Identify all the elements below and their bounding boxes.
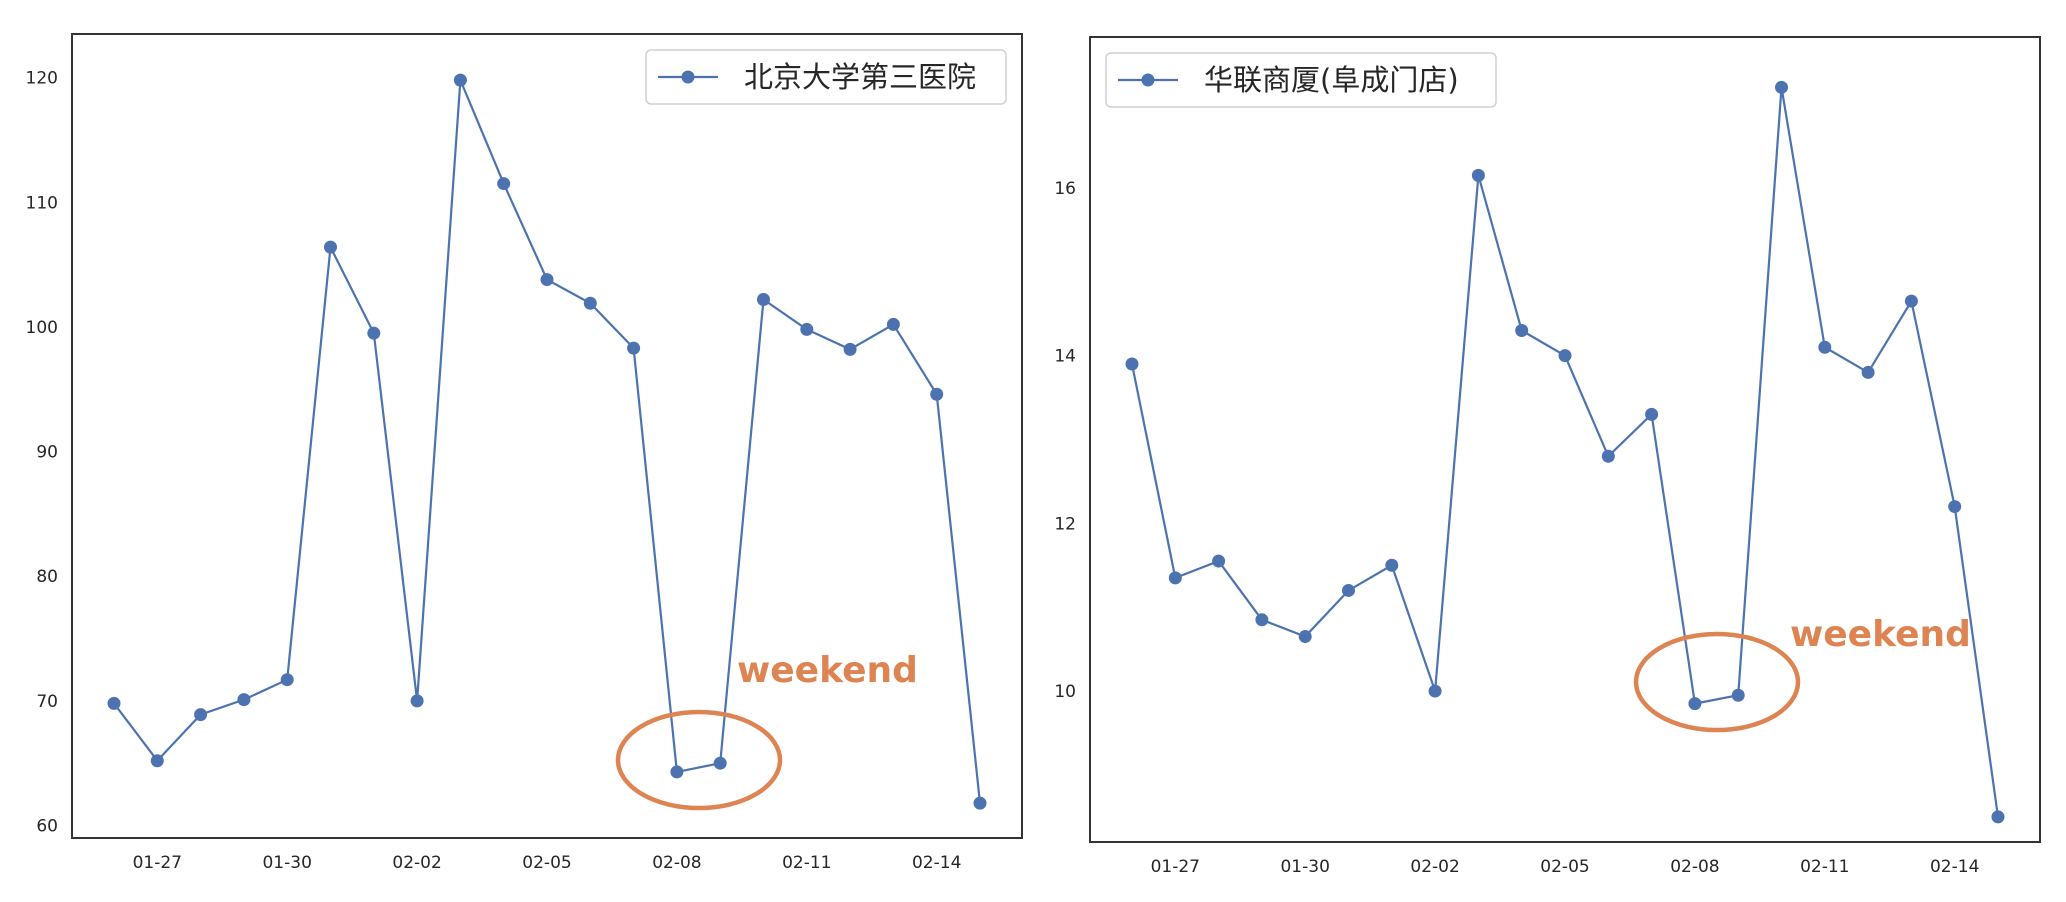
data-point xyxy=(930,387,944,401)
weekend-annotation: weekend xyxy=(1790,614,1971,655)
legend-box xyxy=(1105,52,1497,108)
data-point xyxy=(583,296,597,310)
data-point xyxy=(150,754,164,768)
y-tick-label: 110 xyxy=(26,193,58,213)
data-point xyxy=(1688,697,1702,711)
x-tick-label: 02-08 xyxy=(1670,857,1719,877)
x-tick-label: 02-05 xyxy=(522,853,571,873)
x-tick-label: 02-11 xyxy=(1800,857,1849,877)
data-point xyxy=(627,341,641,355)
data-point xyxy=(1298,630,1312,644)
legend-label: 华联商厦(阜成门店) xyxy=(1204,63,1459,97)
data-point xyxy=(1342,583,1355,597)
y-tick-label: 80 xyxy=(36,567,58,587)
legend-box xyxy=(645,49,1007,105)
data-point xyxy=(1904,294,1918,308)
y-tick-label: 10 xyxy=(1054,682,1076,702)
weekend-annotation: weekend xyxy=(737,650,918,691)
data-point xyxy=(410,694,424,708)
data-point xyxy=(194,708,208,722)
x-tick-label: 02-02 xyxy=(392,853,441,873)
data-point xyxy=(1731,688,1745,702)
data-point xyxy=(497,177,511,191)
x-tick-label: 01-30 xyxy=(262,853,311,873)
y-tick-label: 60 xyxy=(36,817,58,837)
data-point xyxy=(1775,80,1788,94)
y-tick-label: 70 xyxy=(36,692,58,712)
data-point xyxy=(1385,558,1399,572)
data-point xyxy=(1601,449,1615,463)
data-point xyxy=(800,322,814,336)
data-point xyxy=(107,696,121,710)
data-point xyxy=(1471,168,1485,182)
legend: 华联商厦(阜成门店) xyxy=(1105,52,1497,108)
data-point xyxy=(757,293,770,307)
x-tick-label: 02-11 xyxy=(782,853,831,873)
x-tick-label: 01-27 xyxy=(1151,857,1200,877)
data-point xyxy=(973,796,987,810)
y-tick-label: 100 xyxy=(26,318,58,338)
plot-frame xyxy=(1089,36,2041,843)
data-point xyxy=(1818,340,1832,354)
data-point xyxy=(1645,407,1659,421)
chart-beijing-hospital: 60 70 80 90 100 110 120 01-27 01-30 02-02 02-05 02-… xyxy=(26,33,1023,873)
data-point xyxy=(1212,554,1226,568)
plot-frame xyxy=(71,33,1023,839)
data-point xyxy=(280,673,294,687)
legend-marker xyxy=(681,70,695,84)
y-tick-label: 120 xyxy=(26,69,58,89)
data-point xyxy=(1948,500,1962,514)
data-point xyxy=(1515,323,1529,337)
x-tick-label: 01-30 xyxy=(1280,857,1329,877)
data-point xyxy=(670,765,684,779)
data-point xyxy=(886,317,900,331)
data-point xyxy=(1255,613,1269,627)
y-tick-label: 90 xyxy=(36,443,58,463)
data-point xyxy=(843,342,857,356)
x-tick-label: 02-14 xyxy=(912,853,961,873)
legend-marker xyxy=(1141,73,1155,87)
data-point xyxy=(1991,810,2005,824)
y-tick-label: 14 xyxy=(1054,347,1076,367)
chart-hualian-mall: 10 12 14 16 01-27 01-30 02-02 02-05 02-08 02-11 02… xyxy=(1054,36,2041,877)
x-tick-label: 02-08 xyxy=(652,853,701,873)
data-point xyxy=(453,73,467,87)
x-tick-label: 02-05 xyxy=(1540,857,1589,877)
x-tick-label: 02-02 xyxy=(1410,857,1459,877)
data-point xyxy=(1558,349,1572,363)
series-line xyxy=(1130,87,2000,817)
data-point xyxy=(713,756,727,770)
data-point xyxy=(540,273,554,287)
legend: 北京大学第三医院 xyxy=(645,49,1007,105)
data-point xyxy=(237,693,251,707)
data-point xyxy=(1125,357,1139,371)
weekend-highlight-ellipse xyxy=(1633,631,1801,733)
x-tick-label: 01-27 xyxy=(133,853,182,873)
y-tick-label: 16 xyxy=(1054,179,1076,199)
legend-label: 北京大学第三医院 xyxy=(744,60,976,94)
x-tick-label: 02-14 xyxy=(1930,857,1979,877)
data-point xyxy=(1428,684,1442,698)
data-point xyxy=(1168,571,1182,585)
weekend-highlight-ellipse xyxy=(615,709,783,811)
data-point xyxy=(367,326,381,340)
data-point xyxy=(1861,365,1875,379)
data-point xyxy=(324,240,337,254)
y-tick-label: 12 xyxy=(1054,514,1076,534)
